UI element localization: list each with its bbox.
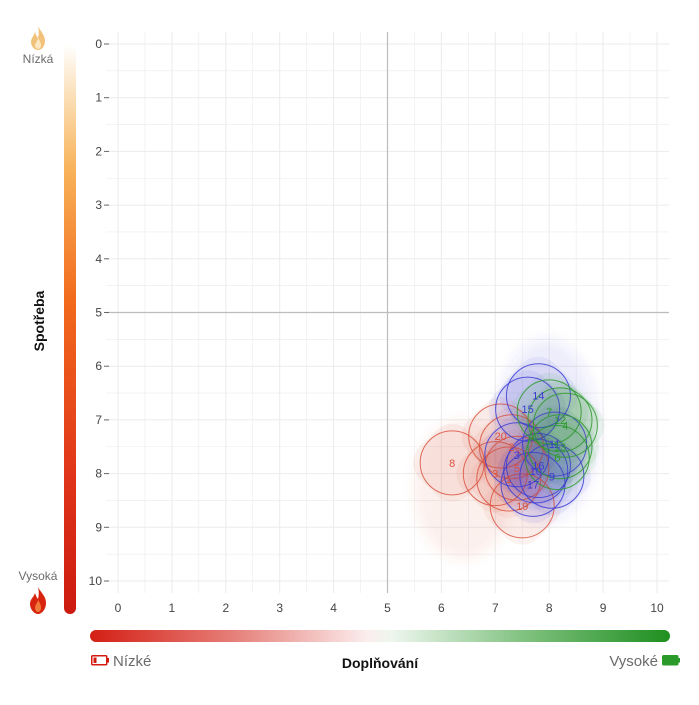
point-halo — [413, 423, 492, 502]
point-halo — [456, 434, 535, 513]
data-point-label: 13 — [554, 442, 566, 454]
x-tick-labels: 0 1 2 3 4 5 6 7 8 9 10 — [115, 601, 664, 615]
data-point-label: 11 — [549, 439, 560, 451]
y-tick-label: 0 — [95, 37, 102, 51]
data-point-4 — [532, 392, 598, 458]
data-point-label: 17 — [527, 479, 539, 491]
data-point-label: 15 — [522, 404, 534, 416]
data-point-label: 10 — [530, 466, 542, 478]
point-halo — [518, 418, 597, 497]
data-point-label: 12 — [554, 415, 566, 427]
data-point-6 — [524, 424, 590, 490]
y-tick-label: 4 — [95, 252, 102, 266]
data-point-label: 5 — [514, 463, 520, 475]
x-tick-label: 2 — [222, 601, 229, 615]
y-tick-label: 7 — [95, 413, 102, 427]
point-halo — [488, 370, 567, 449]
data-point-16 — [505, 433, 571, 499]
x-scale-high-label: Vysoké — [609, 653, 658, 670]
x-axis-title: Doplňování — [342, 655, 419, 671]
point-halo — [499, 426, 578, 505]
data-point-12 — [527, 387, 593, 453]
point-halo — [494, 445, 573, 524]
data-point-label: 8 — [449, 458, 455, 470]
flame-low-icon — [31, 26, 45, 50]
battery-low-icon — [91, 655, 109, 666]
y-tick-label: 5 — [95, 306, 102, 320]
data-point-label: 7 — [546, 407, 552, 419]
y-scale-low-label: Nízká — [23, 52, 54, 66]
data-point-13 — [527, 414, 593, 480]
point-halo — [461, 397, 540, 475]
x-tick-label: 5 — [384, 601, 391, 615]
point-halo — [477, 415, 556, 494]
flame-high-icon — [30, 587, 46, 614]
y-tick-label: 10 — [89, 574, 103, 588]
x-tick-label: 10 — [650, 601, 664, 615]
data-point-19 — [489, 473, 555, 539]
reference-lines — [106, 32, 669, 593]
data-point-label: 14 — [532, 391, 544, 403]
x-tick-label: 4 — [330, 601, 337, 615]
y-tick-label: 3 — [95, 198, 102, 212]
y-gradient-bar — [64, 44, 76, 614]
x-tick-label: 0 — [115, 601, 122, 615]
x-tick-label: 6 — [438, 601, 445, 615]
y-tick-label: 9 — [95, 520, 102, 534]
x-tick-label: 7 — [492, 601, 499, 615]
x-tick-label: 3 — [276, 601, 283, 615]
data-point-17 — [500, 451, 566, 517]
data-point-label: 20 — [495, 431, 507, 443]
y-scale-high-label: Vysoká — [19, 569, 58, 583]
y-tick-label: 2 — [95, 144, 102, 158]
uncertainty-region-green — [522, 382, 593, 485]
data-point-15 — [495, 376, 561, 442]
data-point-label: 1 — [506, 474, 512, 486]
x-tick-label: 9 — [600, 601, 607, 615]
data-point-label: 3 — [492, 469, 498, 481]
y-tick-label: 1 — [95, 91, 102, 105]
x-tick-label: 8 — [546, 601, 553, 615]
data-point-label: 6 — [554, 452, 560, 464]
data-point-label: 3 — [514, 450, 520, 462]
data-point-label: 9 — [549, 471, 555, 483]
data-point-label: 19 — [516, 501, 528, 513]
data-point-3 — [462, 441, 528, 507]
battery-full-icon — [662, 655, 680, 666]
data-point-label: 16 — [532, 461, 544, 473]
x-scale-low-label: Nízké — [113, 653, 151, 670]
y-tick-label: 6 — [95, 359, 102, 373]
data-point-label: 2 — [508, 442, 514, 454]
data-point-label: 4 — [562, 420, 568, 432]
y-tick-label: 8 — [95, 467, 102, 481]
point-halo — [483, 466, 562, 545]
y-axis-title: Spotřeba — [31, 290, 47, 351]
y-tick-labels: 0 1 2 3 4 5 6 7 8 9 10 — [89, 37, 109, 588]
x-tick-label: 1 — [169, 601, 176, 615]
x-gradient-bar — [90, 630, 670, 642]
